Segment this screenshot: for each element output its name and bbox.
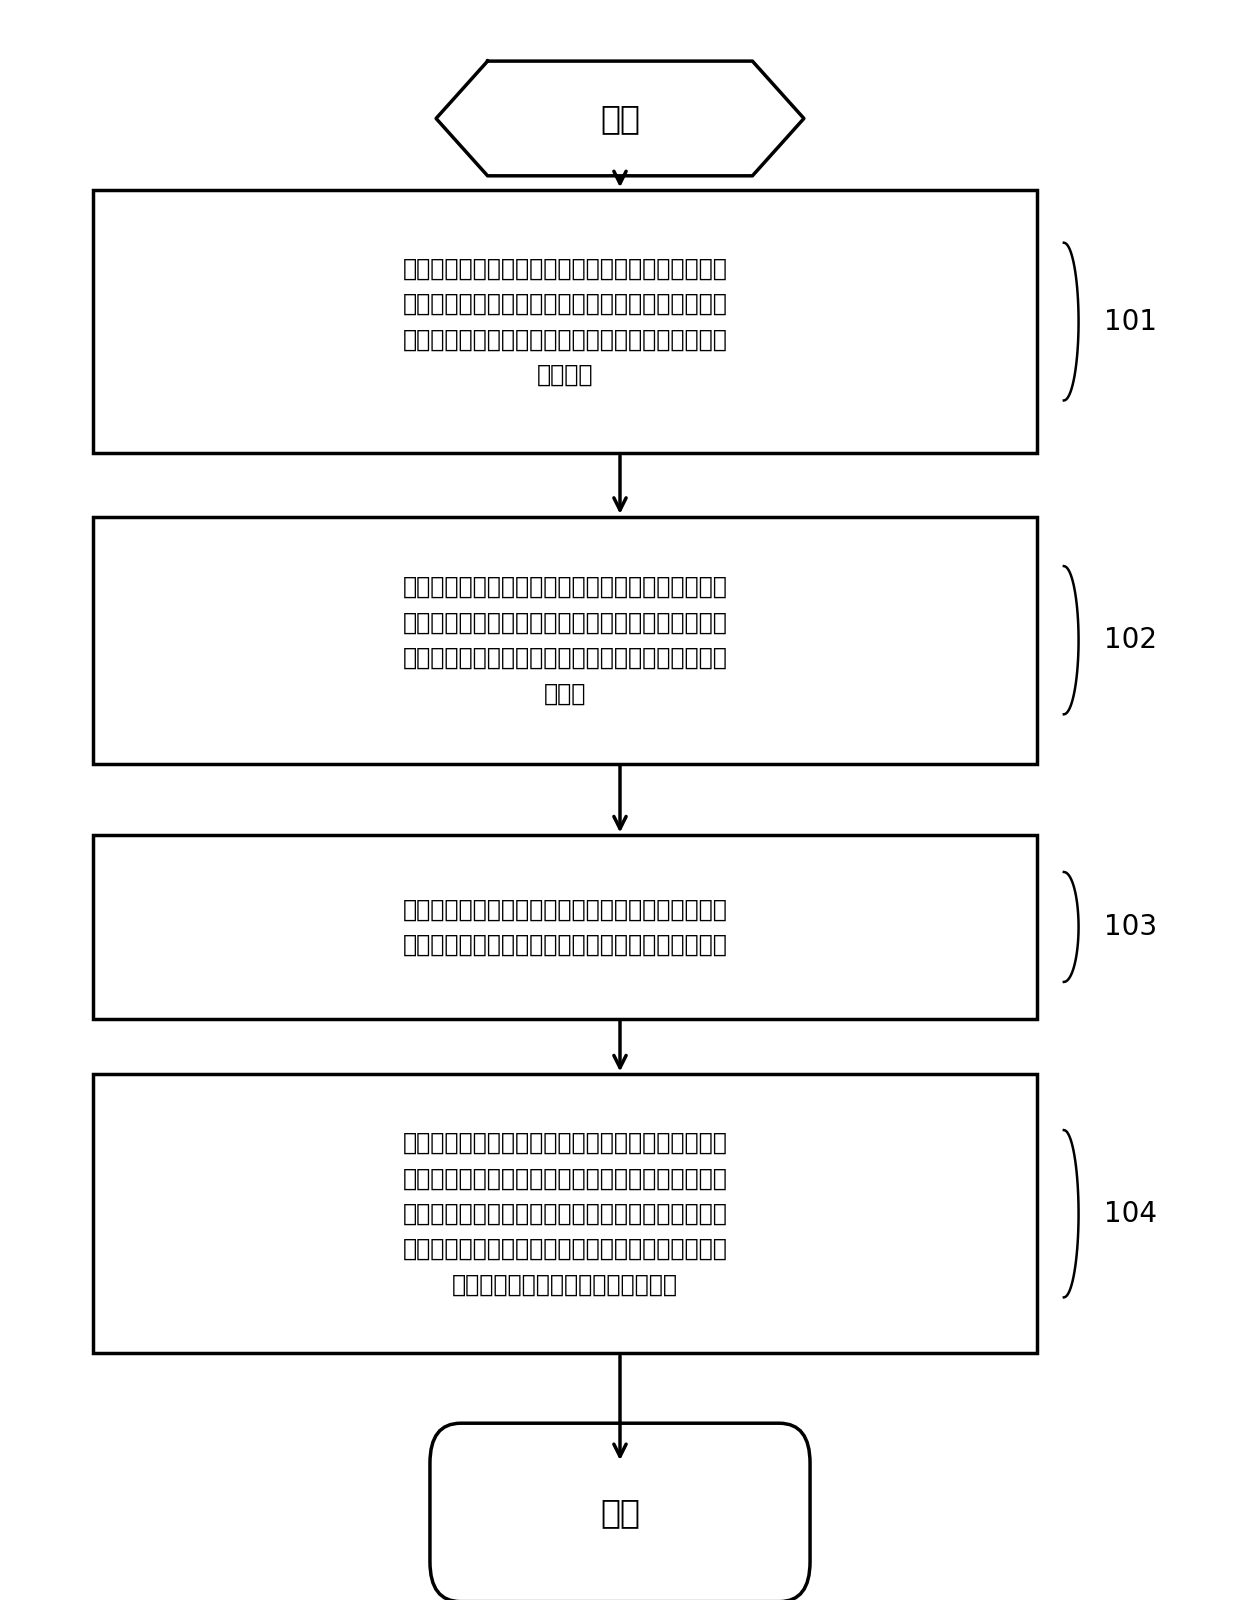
Text: 分别对所述第一初始全景图像、所述第二初始全景图
像和所述第三初始全景图像进行高动态范围图像处理: 分别对所述第一初始全景图像、所述第二初始全景图 像和所述第三初始全景图像进行高动… <box>403 897 728 956</box>
Text: 101: 101 <box>1105 307 1157 336</box>
Bar <box>93 1075 1037 1353</box>
Text: 基于所述至少一帧第一图像，合成第一初始全景图像
，基于所述至少一帧第二图像，合成第二初始全景图
像，并基于所述至少一帧第三图像，合成第三初始全
景图像: 基于所述至少一帧第一图像，合成第一初始全景图像 ，基于所述至少一帧第二图像，合成… <box>403 575 728 705</box>
Text: 103: 103 <box>1105 913 1157 942</box>
Text: 开始: 开始 <box>600 101 640 135</box>
Bar <box>93 836 1037 1019</box>
Text: 结束: 结束 <box>600 1496 640 1528</box>
Polygon shape <box>436 61 804 175</box>
FancyBboxPatch shape <box>430 1424 810 1602</box>
Text: 将处理后的所述第一初始全景图像、所述第二初始全
景图像以及所述第三初始全景图像合成，生成目标全
景图像，其中，合成所述目标全景图像的数据帧合成
帧率与获取所述第: 将处理后的所述第一初始全景图像、所述第二初始全 景图像以及所述第三初始全景图像合… <box>403 1131 728 1297</box>
Bar <box>93 190 1037 453</box>
Text: 102: 102 <box>1105 627 1157 654</box>
Text: 获取所述第一摄像头采集的正常曝光的至少一帧第一
图像、所述第二摄像头采集的曝光过度的至少一帧第
二图像和所述第三摄像头采集的曝光不足的至少一帧
第三图像: 获取所述第一摄像头采集的正常曝光的至少一帧第一 图像、所述第二摄像头采集的曝光过… <box>403 257 728 387</box>
Text: 104: 104 <box>1105 1200 1157 1228</box>
Bar <box>93 517 1037 763</box>
